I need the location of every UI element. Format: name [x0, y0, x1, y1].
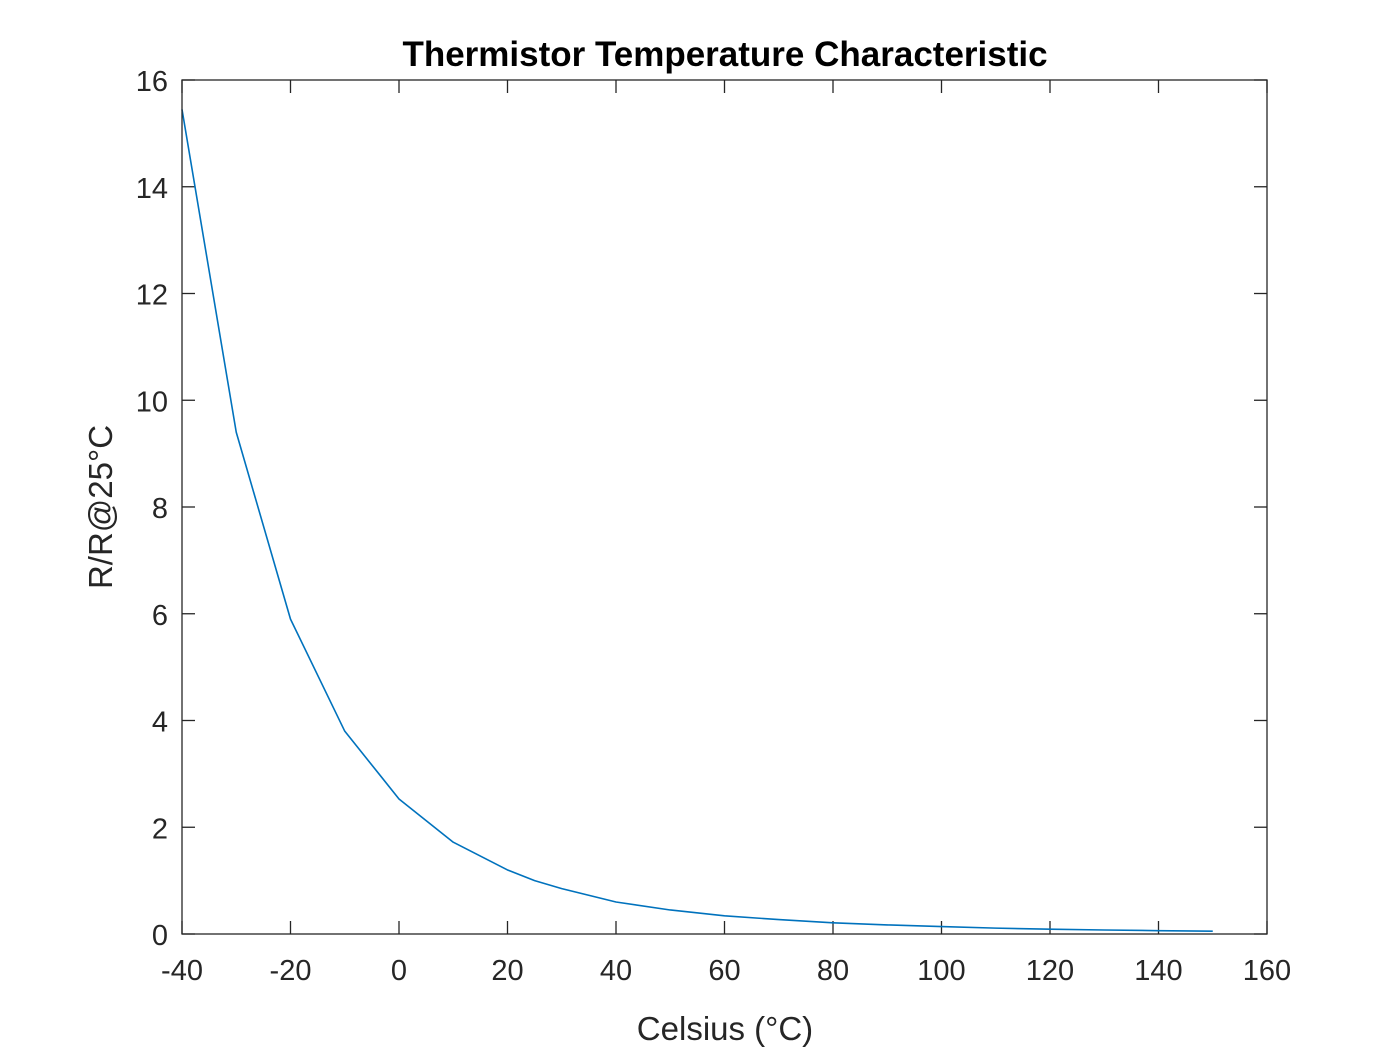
x-tick-label: 40 [600, 955, 632, 987]
series-layer [181, 109, 1213, 932]
y-tick-label: 4 [152, 707, 168, 739]
y-axis-label: R/R@25°C [82, 425, 119, 589]
y-tick-label: 10 [136, 386, 168, 418]
ticks-layer [181, 79, 1268, 935]
x-tick-label: 120 [1026, 955, 1074, 987]
x-tick-label: 0 [391, 955, 407, 987]
x-tick-label: 60 [708, 955, 740, 987]
x-tick-label: 20 [491, 955, 523, 987]
x-tick-label: 100 [917, 955, 965, 987]
plot-frame [181, 79, 1268, 935]
y-tick-label: 0 [152, 920, 168, 952]
y-tick-label: 8 [152, 493, 168, 525]
y-tick-label: 14 [136, 173, 168, 205]
series-line [181, 109, 1213, 932]
x-tick-label: 80 [817, 955, 849, 987]
chart-title: Thermistor Temperature Characteristic [402, 35, 1047, 74]
x-tick-label: -20 [270, 955, 312, 987]
x-tick-label: 140 [1134, 955, 1182, 987]
x-axis-label: Celsius (°C) [637, 1010, 813, 1047]
y-tick-label: 2 [152, 813, 168, 845]
x-tick-label: -40 [161, 955, 203, 987]
y-tick-label: 12 [136, 280, 168, 312]
tick-label-layer: -40 -20 0 20 40 60 80 100 120 140 160 0 2 4 6 8 10 12 14 16 [136, 66, 1291, 987]
y-tick-label: 6 [152, 600, 168, 632]
y-tick-label: 16 [136, 66, 168, 98]
x-tick-label: 160 [1243, 955, 1291, 987]
